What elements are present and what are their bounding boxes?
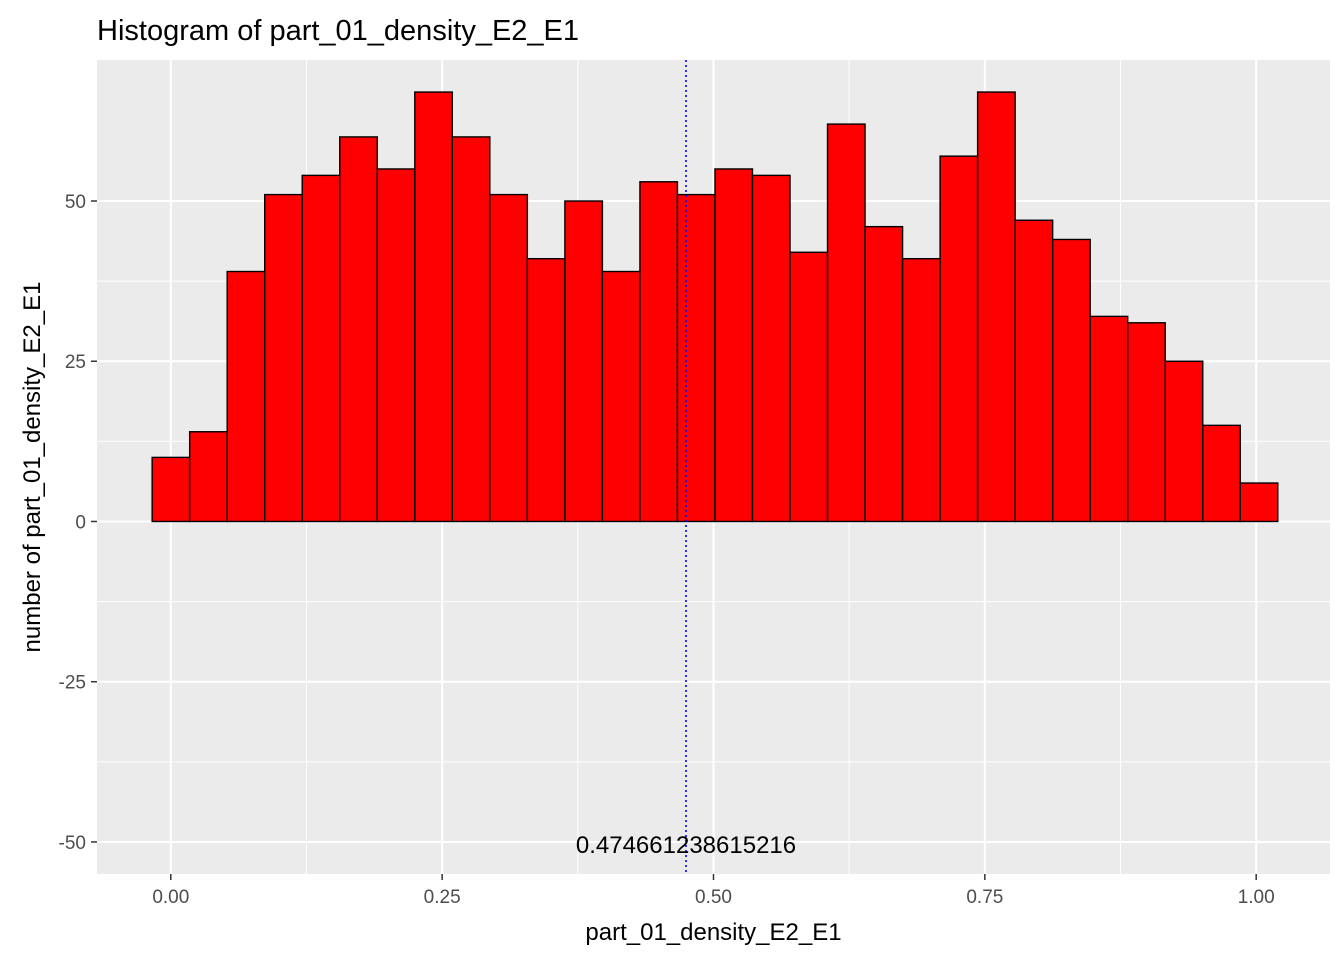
x-tick-label: 0.75 xyxy=(966,887,1003,908)
chart-title: Histogram of part_01_density_E2_E1 xyxy=(97,15,579,47)
y-tick-label: 25 xyxy=(65,352,86,373)
y-tick-label: -50 xyxy=(59,833,86,854)
y-tick-label: 0 xyxy=(75,512,86,533)
histogram-bar xyxy=(1014,219,1054,523)
histogram-bar xyxy=(414,91,454,523)
y-axis-label: number of part_01_density_E2_E1 xyxy=(19,282,46,653)
histogram-bars xyxy=(151,91,1279,523)
y-tick-label: 50 xyxy=(65,192,86,213)
histogram-bar xyxy=(188,431,228,523)
histogram-bar xyxy=(564,200,604,523)
histogram-bar xyxy=(789,251,829,523)
histogram-bar xyxy=(451,136,491,523)
histogram-bar xyxy=(714,168,754,523)
histogram-bar xyxy=(264,193,303,523)
histogram-bar xyxy=(639,181,679,523)
x-tick-label: 0.50 xyxy=(695,887,732,908)
histogram-bar xyxy=(1202,424,1241,523)
histogram-bar xyxy=(1051,238,1091,523)
histogram-bar xyxy=(1089,315,1129,523)
reference-value-label: 0.474661238615216 xyxy=(576,832,796,859)
histogram-bar xyxy=(1164,360,1204,523)
histogram-bar xyxy=(676,193,716,523)
histogram-bar xyxy=(301,174,341,523)
y-tick-label: -25 xyxy=(59,673,86,694)
histogram-bar xyxy=(601,270,641,523)
histogram-bar xyxy=(376,168,416,523)
x-axis-label: part_01_density_E2_E1 xyxy=(585,919,841,946)
histogram-bar xyxy=(864,225,904,523)
histogram-bar xyxy=(339,136,378,523)
histogram-bar xyxy=(1239,482,1279,523)
x-tick-label: 1.00 xyxy=(1238,887,1275,908)
histogram-bar xyxy=(489,193,529,523)
y-axis-ticks: -50 -25 0 25 50 xyxy=(59,192,97,854)
x-axis-ticks: 0.00 0.25 0.50 0.75 1.00 xyxy=(152,874,1275,908)
histogram-bar xyxy=(1127,322,1166,523)
x-tick-label: 0.25 xyxy=(424,887,461,908)
x-tick-label: 0.00 xyxy=(152,887,189,908)
histogram-bar xyxy=(976,91,1016,523)
histogram-bar xyxy=(826,123,866,523)
histogram-bar xyxy=(226,270,266,523)
histogram-bar xyxy=(526,257,566,523)
histogram-bar xyxy=(151,456,191,523)
histogram-bar xyxy=(939,155,979,523)
histogram-bar xyxy=(901,257,941,523)
histogram-bar xyxy=(751,174,791,523)
